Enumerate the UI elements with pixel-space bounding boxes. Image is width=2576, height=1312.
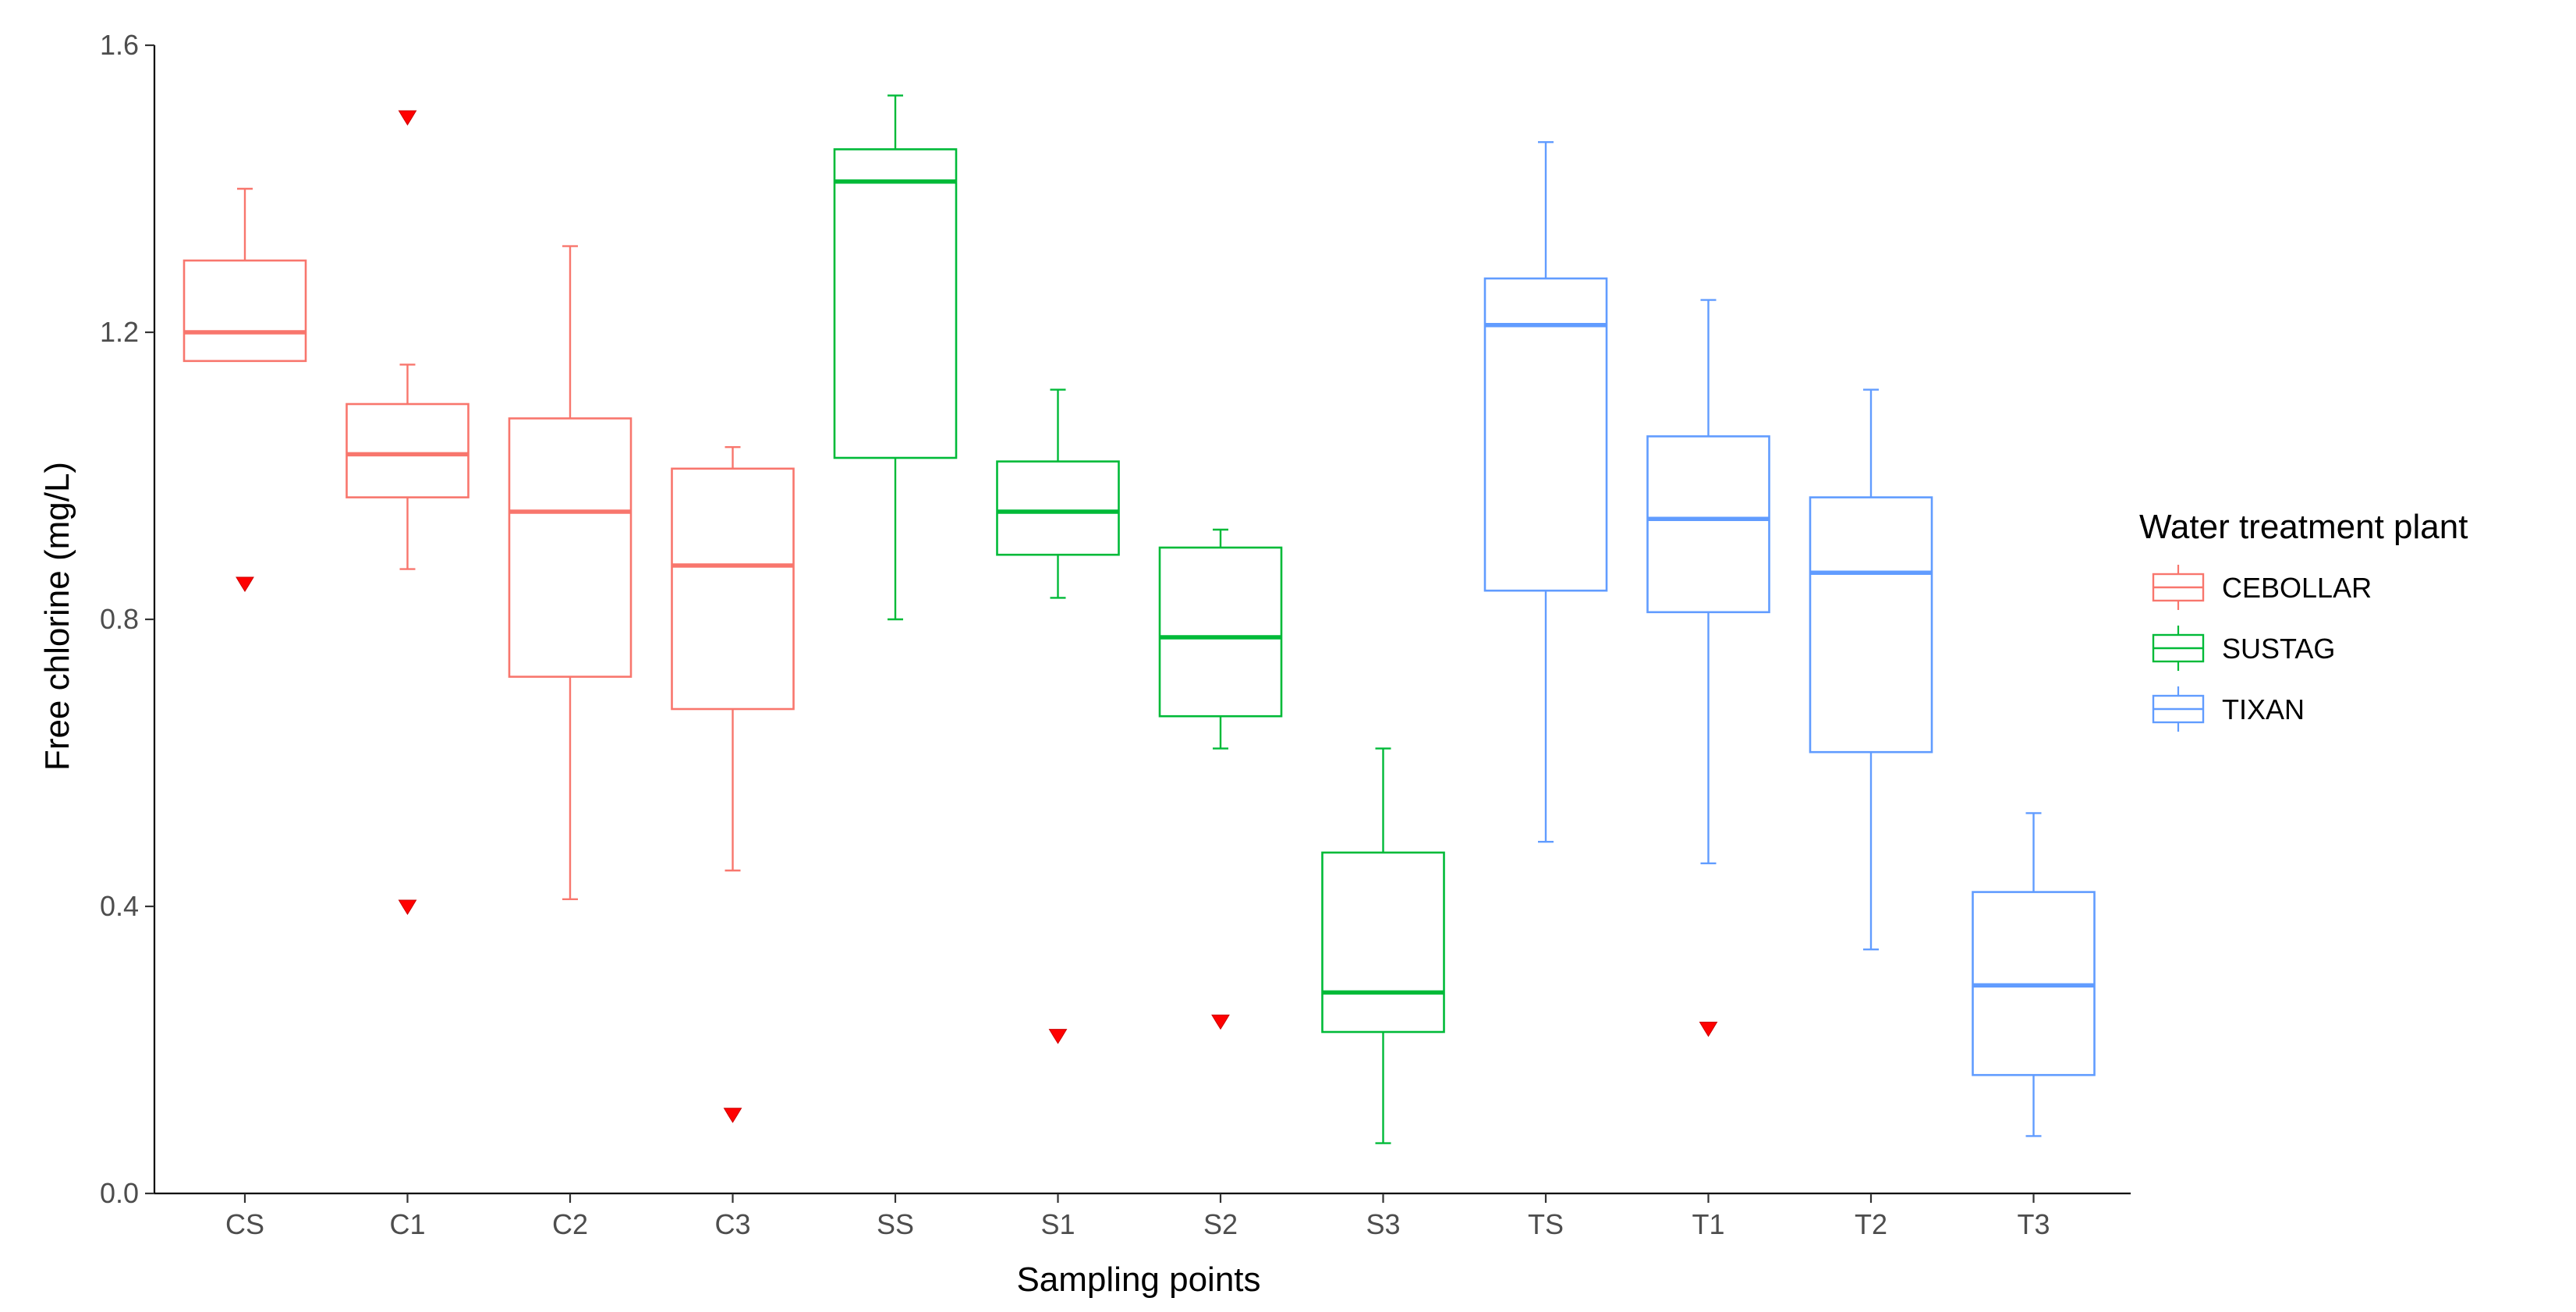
iqr-box (671, 467, 795, 711)
box-CS (182, 187, 307, 592)
legend-item-cebollar: CEBOLLAR (2152, 565, 2372, 610)
outlier-point (398, 110, 417, 126)
box-SS (833, 94, 958, 621)
iqr-box (833, 148, 958, 459)
box-S1 (996, 388, 1120, 1044)
iqr-box (1809, 496, 1933, 754)
x-tick-label: C3 (714, 1208, 750, 1240)
x-tick-label: SS (877, 1208, 914, 1240)
y-axis-title: Free chlorine (mg/L) (38, 462, 76, 771)
outlier-point (1048, 1029, 1068, 1044)
x-tick-label: T3 (2017, 1208, 2050, 1240)
outlier-point (1211, 1014, 1230, 1030)
outlier-point (723, 1108, 742, 1123)
y-tick-label: 0.0 (100, 1177, 139, 1209)
x-tick-label: C2 (552, 1208, 588, 1240)
iqr-box (345, 402, 469, 498)
legend-item-tixan: TIXAN (2152, 686, 2305, 732)
outlier-point (398, 899, 417, 915)
x-tick-label: T2 (1855, 1208, 1887, 1240)
box-TS (1483, 140, 1608, 843)
legend-label: SUSTAG (2222, 633, 2335, 665)
legend-item-sustag: SUSTAG (2152, 626, 2335, 671)
x-tick-label: CS (225, 1208, 264, 1240)
x-tick-label: C1 (389, 1208, 425, 1240)
axes: 0.0 0.4 0.8 1.2 1.6 CS C1 C2 C3 SS S1 S2 S3 TS T1 T2 T3 (100, 29, 2131, 1240)
iqr-box (1321, 851, 1445, 1034)
iqr-box (182, 259, 307, 363)
box-S2 (1158, 528, 1283, 1030)
y-tick-label: 0.4 (100, 890, 139, 922)
box-C1 (345, 110, 469, 915)
legend-label: CEBOLLAR (2222, 572, 2372, 604)
iqr-box (1646, 435, 1770, 614)
x-tick-label: S1 (1040, 1208, 1075, 1240)
x-tick-label: S2 (1203, 1208, 1238, 1240)
y-tick-label: 1.6 (100, 29, 139, 61)
x-tick-label: S3 (1366, 1208, 1400, 1240)
iqr-box (996, 460, 1120, 556)
y-tick-label: 0.8 (100, 603, 139, 635)
box-S3 (1321, 747, 1445, 1144)
plot-area (182, 94, 2096, 1144)
box-C3 (671, 446, 795, 1123)
iqr-box (1158, 546, 1283, 718)
box-C2 (508, 245, 632, 901)
legend: Water treatment plant CEBOLLAR SUSTAG TIXA… (2139, 508, 2468, 732)
outlier-point (236, 576, 254, 592)
x-tick-label: TS (1528, 1208, 1564, 1240)
x-axis-title: Sampling points (1016, 1261, 1260, 1299)
box-T2 (1809, 388, 1933, 951)
legend-title: Water treatment plant (2139, 508, 2468, 546)
y-tick-label: 1.2 (100, 316, 139, 348)
x-tick-label: T1 (1692, 1208, 1724, 1240)
iqr-box (1483, 277, 1608, 592)
legend-label: TIXAN (2222, 693, 2305, 725)
iqr-box (508, 417, 632, 678)
box-T1 (1646, 299, 1770, 1037)
box-T3 (1972, 812, 2096, 1137)
outlier-point (1699, 1021, 1718, 1037)
